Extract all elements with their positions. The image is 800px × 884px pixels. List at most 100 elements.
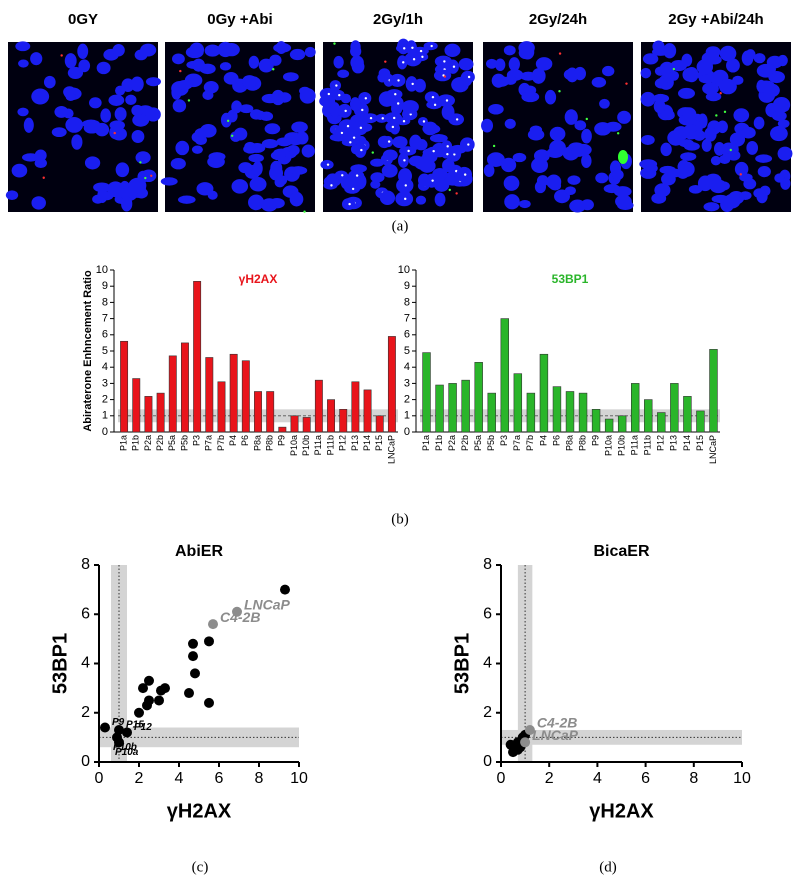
nucleus <box>581 153 592 169</box>
y-tick-label: 4 <box>102 361 108 373</box>
x-tick-label: P11a <box>630 435 640 455</box>
focus <box>341 174 344 177</box>
bar <box>591 409 601 433</box>
focus <box>335 84 338 87</box>
nucleus <box>640 135 655 145</box>
point-label: P10b <box>113 742 137 753</box>
nucleus <box>125 94 137 106</box>
chart-title: 53BP1 <box>552 272 589 286</box>
nucleus <box>392 136 408 149</box>
nucleus <box>615 194 632 209</box>
focus <box>393 116 396 120</box>
x-tick-label: P11b <box>325 435 335 455</box>
nucleus <box>521 91 540 103</box>
nucleus <box>726 58 740 73</box>
y-tick-label: 3 <box>404 377 410 389</box>
nucleus <box>108 94 125 106</box>
nucleus <box>199 123 217 138</box>
bar <box>229 353 238 433</box>
caption: (a) <box>392 218 409 234</box>
nucleus <box>67 66 84 79</box>
x-tick-label: P5a <box>167 435 177 451</box>
x-tick-label: P7a <box>512 435 522 451</box>
nucleus <box>351 59 365 74</box>
nucleus <box>486 152 505 167</box>
x-tick-label: P7b <box>525 435 535 451</box>
bar <box>205 357 214 433</box>
nucleus <box>78 59 91 73</box>
nucleus <box>222 43 240 57</box>
focus <box>432 149 435 153</box>
nucleus <box>574 66 586 81</box>
x-tick-label: P15 <box>374 435 384 451</box>
nucleus <box>203 81 219 94</box>
foci <box>230 134 234 137</box>
nucleus <box>503 175 520 191</box>
point <box>188 651 198 662</box>
nucleus <box>481 118 494 133</box>
x-tick-label: P3 <box>499 435 509 446</box>
y-axis-label: Abiraterone Enhncement Ratio <box>82 270 94 432</box>
nucleus <box>599 98 610 109</box>
x-tick-label: LNCaP <box>708 435 718 464</box>
nucleus <box>170 157 186 170</box>
y-tick-label: 7 <box>102 313 108 325</box>
micrograph <box>639 40 793 213</box>
x-tick-label: P7a <box>204 435 214 451</box>
image-title: 2Gy/24h <box>529 11 587 28</box>
x-tick-label: P5b <box>486 435 496 451</box>
foci <box>719 91 722 95</box>
bar <box>241 360 250 433</box>
nucleus <box>757 80 775 91</box>
nucleus <box>508 57 520 72</box>
nucleus <box>531 68 546 84</box>
point <box>138 683 148 694</box>
nucleus <box>501 157 517 173</box>
y-tick-label: 5 <box>102 345 108 357</box>
x-axis-label: γH2AX <box>167 800 232 822</box>
point <box>204 636 214 647</box>
nucleus <box>678 114 697 126</box>
nucleus <box>64 53 77 69</box>
nucleus <box>269 165 284 181</box>
focus <box>421 55 424 59</box>
x-tick-label: P1b <box>131 435 141 451</box>
focus <box>394 92 397 96</box>
point-label: P10a <box>115 747 139 758</box>
nucleus <box>31 88 50 105</box>
foci <box>672 67 676 71</box>
foci <box>625 82 628 85</box>
bar <box>314 379 323 433</box>
bar <box>604 418 614 433</box>
x-tick-label: 2 <box>135 770 144 787</box>
nucleus <box>199 63 216 75</box>
y-tick-label: 6 <box>483 605 492 622</box>
bar <box>193 281 202 433</box>
nucleus <box>248 55 260 69</box>
foci <box>384 60 387 63</box>
focus <box>419 49 423 53</box>
nucleus <box>89 97 102 109</box>
nucleus <box>702 82 719 95</box>
nucleus <box>682 67 697 82</box>
x-tick-label: P1a <box>118 435 128 451</box>
nucleus <box>739 191 752 200</box>
x-tick-label: P12 <box>338 435 348 451</box>
nucleus <box>401 100 419 114</box>
x-tick-label: 8 <box>255 770 264 787</box>
y-tick-label: 8 <box>483 556 492 573</box>
x-tick-label: P13 <box>350 435 360 451</box>
nucleus <box>382 149 398 161</box>
x-tick-label: P15 <box>695 435 705 451</box>
nucleus <box>92 194 104 204</box>
nucleus <box>772 96 791 113</box>
nucleus <box>274 176 286 188</box>
y-tick-label: 4 <box>483 655 492 672</box>
focus <box>430 44 433 48</box>
nucleus <box>512 152 527 163</box>
focus <box>369 116 373 120</box>
x-tick-label: 6 <box>215 770 224 787</box>
nucleus <box>654 183 671 198</box>
nucleus <box>602 65 615 77</box>
y-tick-label: 8 <box>102 296 108 308</box>
